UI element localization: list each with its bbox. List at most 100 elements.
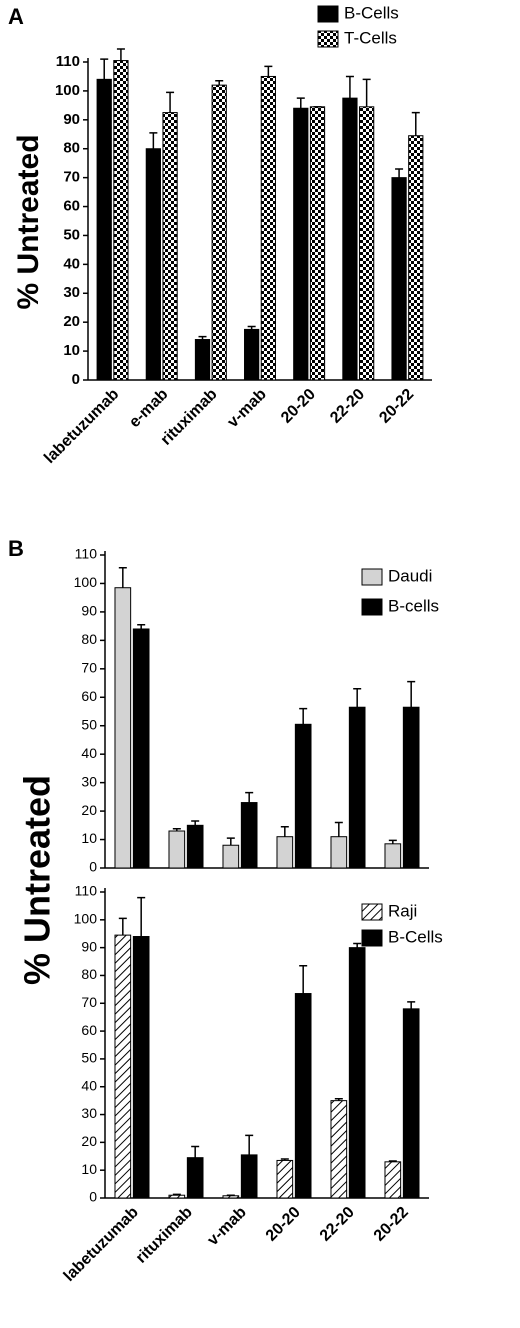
bar xyxy=(276,836,294,869)
error-bar xyxy=(280,825,289,837)
legend-label: B-Cells xyxy=(344,3,399,22)
x-tick-label: 20-22 xyxy=(371,1204,412,1245)
error-bar xyxy=(299,964,308,994)
error-bar xyxy=(280,1158,289,1161)
y-tick-label: 60 xyxy=(81,688,97,704)
error-bar xyxy=(226,1194,235,1196)
bar xyxy=(186,824,204,869)
y-tick-label: 70 xyxy=(81,994,97,1010)
error-bar xyxy=(137,623,146,629)
bar xyxy=(391,177,407,381)
bar xyxy=(342,97,358,381)
error-bar xyxy=(334,821,343,837)
error-bar xyxy=(118,917,127,936)
error-bar xyxy=(100,58,109,80)
error-bar xyxy=(191,820,200,826)
bar xyxy=(113,60,129,381)
bar xyxy=(186,1157,204,1199)
bar xyxy=(168,1194,186,1199)
y-tick-label: 100 xyxy=(55,82,80,99)
x-tick-label: v-mab xyxy=(224,386,270,432)
y-axis-label: % Untreated xyxy=(17,775,58,985)
error-bar xyxy=(149,132,158,149)
bar xyxy=(260,75,276,381)
bar xyxy=(194,339,211,381)
x-tick-label: labetuzumab xyxy=(41,386,122,467)
error-bar xyxy=(334,1097,343,1101)
bar xyxy=(293,107,309,381)
bar xyxy=(384,843,402,869)
bar xyxy=(145,148,161,381)
bar xyxy=(348,947,366,1199)
error-bar xyxy=(345,75,354,99)
error-bar xyxy=(264,65,273,77)
y-tick-label: 70 xyxy=(81,660,97,676)
error-bar xyxy=(226,837,235,846)
legend-label: B-cells xyxy=(388,596,439,615)
y-tick-label: 100 xyxy=(74,574,98,590)
y-tick-label: 20 xyxy=(63,313,80,330)
y-tick-label: 60 xyxy=(81,1022,97,1038)
bar xyxy=(240,802,258,869)
y-tick-label: 90 xyxy=(63,111,80,128)
bar xyxy=(114,934,132,1199)
y-tick-label: 40 xyxy=(63,255,80,272)
x-tick-label: e-mab xyxy=(126,386,172,432)
error-bar xyxy=(172,1193,181,1196)
bar xyxy=(294,993,312,1199)
legend-swatch xyxy=(317,5,339,23)
error-bar xyxy=(411,111,420,136)
error-bar xyxy=(191,1145,200,1158)
panel-label: A xyxy=(8,4,24,29)
x-tick-label: 22-20 xyxy=(317,1204,358,1245)
error-bar xyxy=(198,335,207,340)
x-tick-label: 20-20 xyxy=(278,386,319,427)
x-tick-label: rituximab xyxy=(133,1204,196,1267)
error-bar xyxy=(407,680,416,708)
y-tick-label: 0 xyxy=(89,1189,97,1205)
error-bar xyxy=(245,791,254,803)
legend-swatch xyxy=(361,929,383,947)
y-tick-label: 40 xyxy=(81,1077,97,1093)
bar xyxy=(222,1195,240,1199)
x-tick-label: 22-20 xyxy=(327,386,368,427)
bar xyxy=(222,844,240,869)
legend-label: Raji xyxy=(388,901,417,920)
bar xyxy=(168,830,186,869)
error-bar xyxy=(296,97,305,109)
bar xyxy=(408,135,424,381)
bar xyxy=(276,1159,294,1199)
y-tick-label: 70 xyxy=(63,169,80,186)
x-tick-label: v-mab xyxy=(204,1204,250,1250)
error-bar xyxy=(388,1160,397,1162)
error-bar xyxy=(388,839,397,844)
error-bar xyxy=(362,78,371,107)
bar xyxy=(211,84,227,381)
y-tick-label: 80 xyxy=(81,966,97,982)
error-bar xyxy=(245,1134,254,1155)
y-tick-label: 0 xyxy=(72,371,80,388)
y-tick-label: 10 xyxy=(81,830,97,846)
y-axis-label: % Untreated xyxy=(12,134,45,309)
y-tick-label: 100 xyxy=(74,911,98,927)
y-tick-label: 20 xyxy=(81,1133,97,1149)
y-tick-label: 80 xyxy=(81,631,97,647)
y-tick-label: 80 xyxy=(63,140,80,157)
y-tick-label: 10 xyxy=(81,1161,97,1177)
panel-label: B xyxy=(8,536,24,561)
bar xyxy=(330,1100,348,1199)
bar xyxy=(114,587,132,869)
y-tick-label: 110 xyxy=(56,53,80,70)
y-tick-label: 10 xyxy=(63,342,80,359)
error-bar xyxy=(137,896,146,937)
bar xyxy=(348,706,366,869)
bar xyxy=(96,78,112,381)
bar xyxy=(330,836,348,869)
y-tick-label: 50 xyxy=(63,226,80,243)
legend-swatch xyxy=(361,598,383,616)
y-tick-label: 50 xyxy=(81,1050,97,1066)
error-bar xyxy=(166,91,175,113)
y-tick-label: 30 xyxy=(63,284,80,301)
bar xyxy=(244,328,260,381)
y-tick-label: 50 xyxy=(81,716,97,732)
